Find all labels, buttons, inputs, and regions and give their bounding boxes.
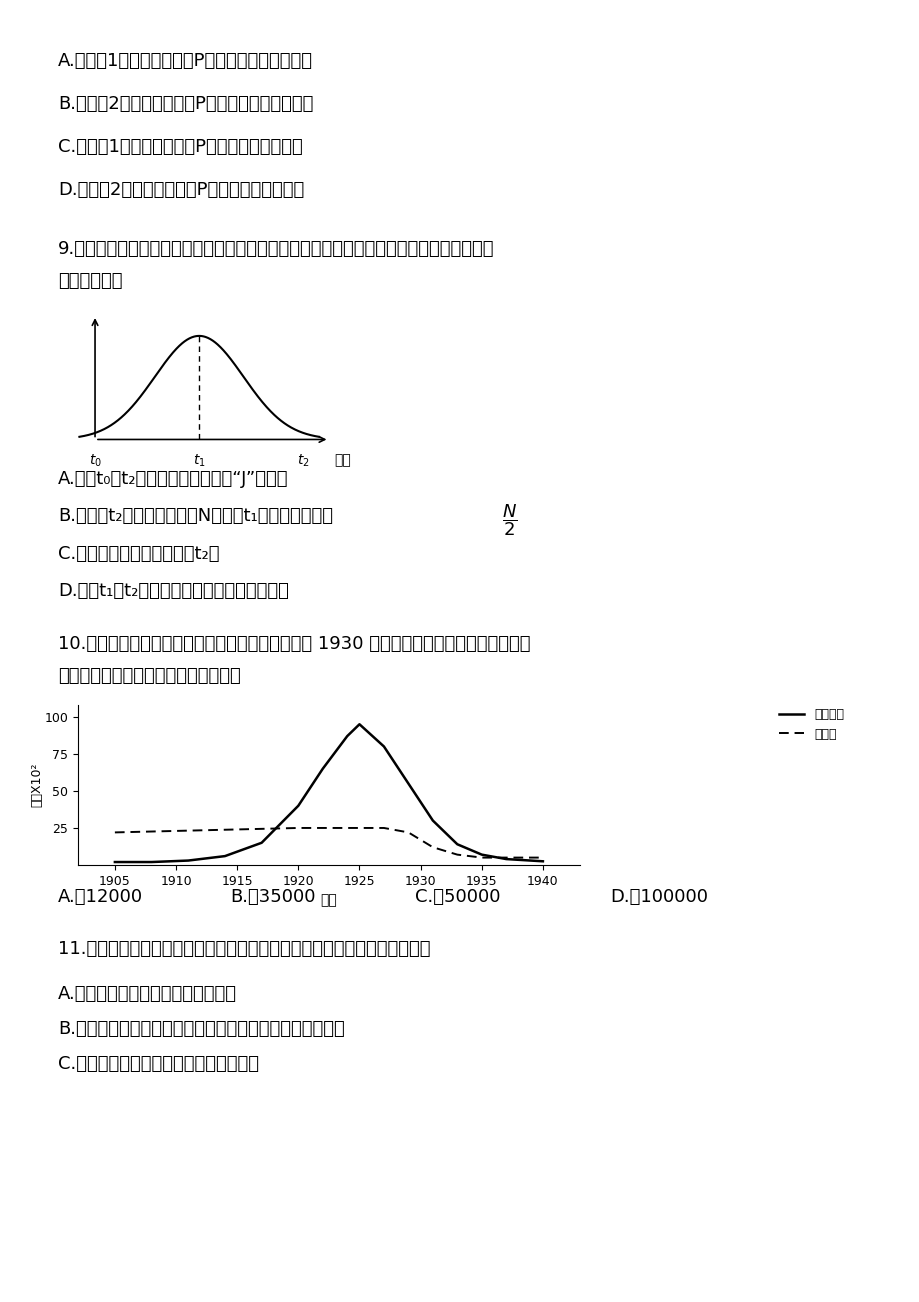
Text: 9.　如图表示某种鱼迁入一生态系统后，种群数量增长率随时间变化的曲线，下列叙述正确: 9. 如图表示某种鱼迁入一生态系统后，种群数量增长率随时间变化的曲线，下列叙述正… — [58, 240, 494, 258]
Text: 10.　如图描述了一种鹿的种群生长速率的变化，在 1930 年大约有多少只鹿能夠在此特定的: 10. 如图描述了一种鹿的种群生长速率的变化，在 1930 年大约有多少只鹿能夠… — [58, 635, 530, 654]
Text: D.　曲线2表示生殖数量，P代表环境的负载能力: D. 曲线2表示生殖数量，P代表环境的负载能力 — [58, 181, 304, 199]
Text: 环境中生存而不会饥饿致死？（　　）: 环境中生存而不会饥饿致死？（ ） — [58, 667, 241, 685]
Text: A.　12000: A. 12000 — [58, 888, 143, 906]
Text: C.　被标记的动物物种有明显的群聚现象: C. 被标记的动物物种有明显的群聚现象 — [58, 1055, 259, 1073]
Text: 时间: 时间 — [335, 453, 351, 467]
Text: D.　在t₁～t₂时，该鱼的种群数量呈下降趋势: D. 在t₁～t₂时，该鱼的种群数量呈下降趋势 — [58, 582, 289, 600]
Text: A.　曲线1表示生殖数量，P代表各种群的最大数量: A. 曲线1表示生殖数量，P代表各种群的最大数量 — [58, 52, 312, 70]
Y-axis label: 种群X10²: 种群X10² — [30, 763, 43, 807]
Legend: 鹿的种群, 容纳量: 鹿的种群, 容纳量 — [773, 703, 848, 746]
Text: B.　若在t₂时种群的数量为N，则在t₁时种群的数量为: B. 若在t₂时种群的数量为N，则在t₁时种群的数量为 — [58, 506, 333, 525]
Text: $\dfrac{N}{2}$: $\dfrac{N}{2}$ — [502, 503, 516, 538]
Text: 11.　用标志重捕法对动物进行野外调查，下列假设不符合要求的是（　　）: 11. 用标志重捕法对动物进行野外调查，下列假设不符合要求的是（ ） — [58, 940, 430, 958]
Text: B.　35000: B. 35000 — [230, 888, 315, 906]
Text: A.　被标记的动物在种群中完全混合: A. 被标记的动物在种群中完全混合 — [58, 986, 237, 1003]
Text: $t_0$: $t_0$ — [88, 453, 101, 469]
Text: B.　曲线2表示生殖数量，P代表各种群的最大数量: B. 曲线2表示生殖数量，P代表各种群的最大数量 — [58, 95, 313, 113]
Text: $t_1$: $t_1$ — [193, 453, 205, 469]
Text: $t_2$: $t_2$ — [297, 453, 310, 469]
Text: 的是（　　）: 的是（ ） — [58, 272, 122, 290]
X-axis label: 年份: 年份 — [320, 893, 337, 907]
Text: C.　50000: C. 50000 — [414, 888, 500, 906]
Text: A.　在t₀～t₂时间内，种群数量呈“J”型增长: A. 在t₀～t₂时间内，种群数量呈“J”型增长 — [58, 470, 289, 488]
Text: C.　曲线1表示生殖数量，P代表环境的负载能力: C. 曲线1表示生殖数量，P代表环境的负载能力 — [58, 138, 302, 156]
Text: B.　个体被捕捉的概率相等，与标记状况、年龄和性别无关: B. 个体被捕捉的概率相等，与标记状况、年龄和性别无关 — [58, 1019, 345, 1038]
Text: D.　100000: D. 100000 — [609, 888, 708, 906]
Text: C.　捕获该鱼的最佳时期为t₂时: C. 捕获该鱼的最佳时期为t₂时 — [58, 546, 220, 562]
